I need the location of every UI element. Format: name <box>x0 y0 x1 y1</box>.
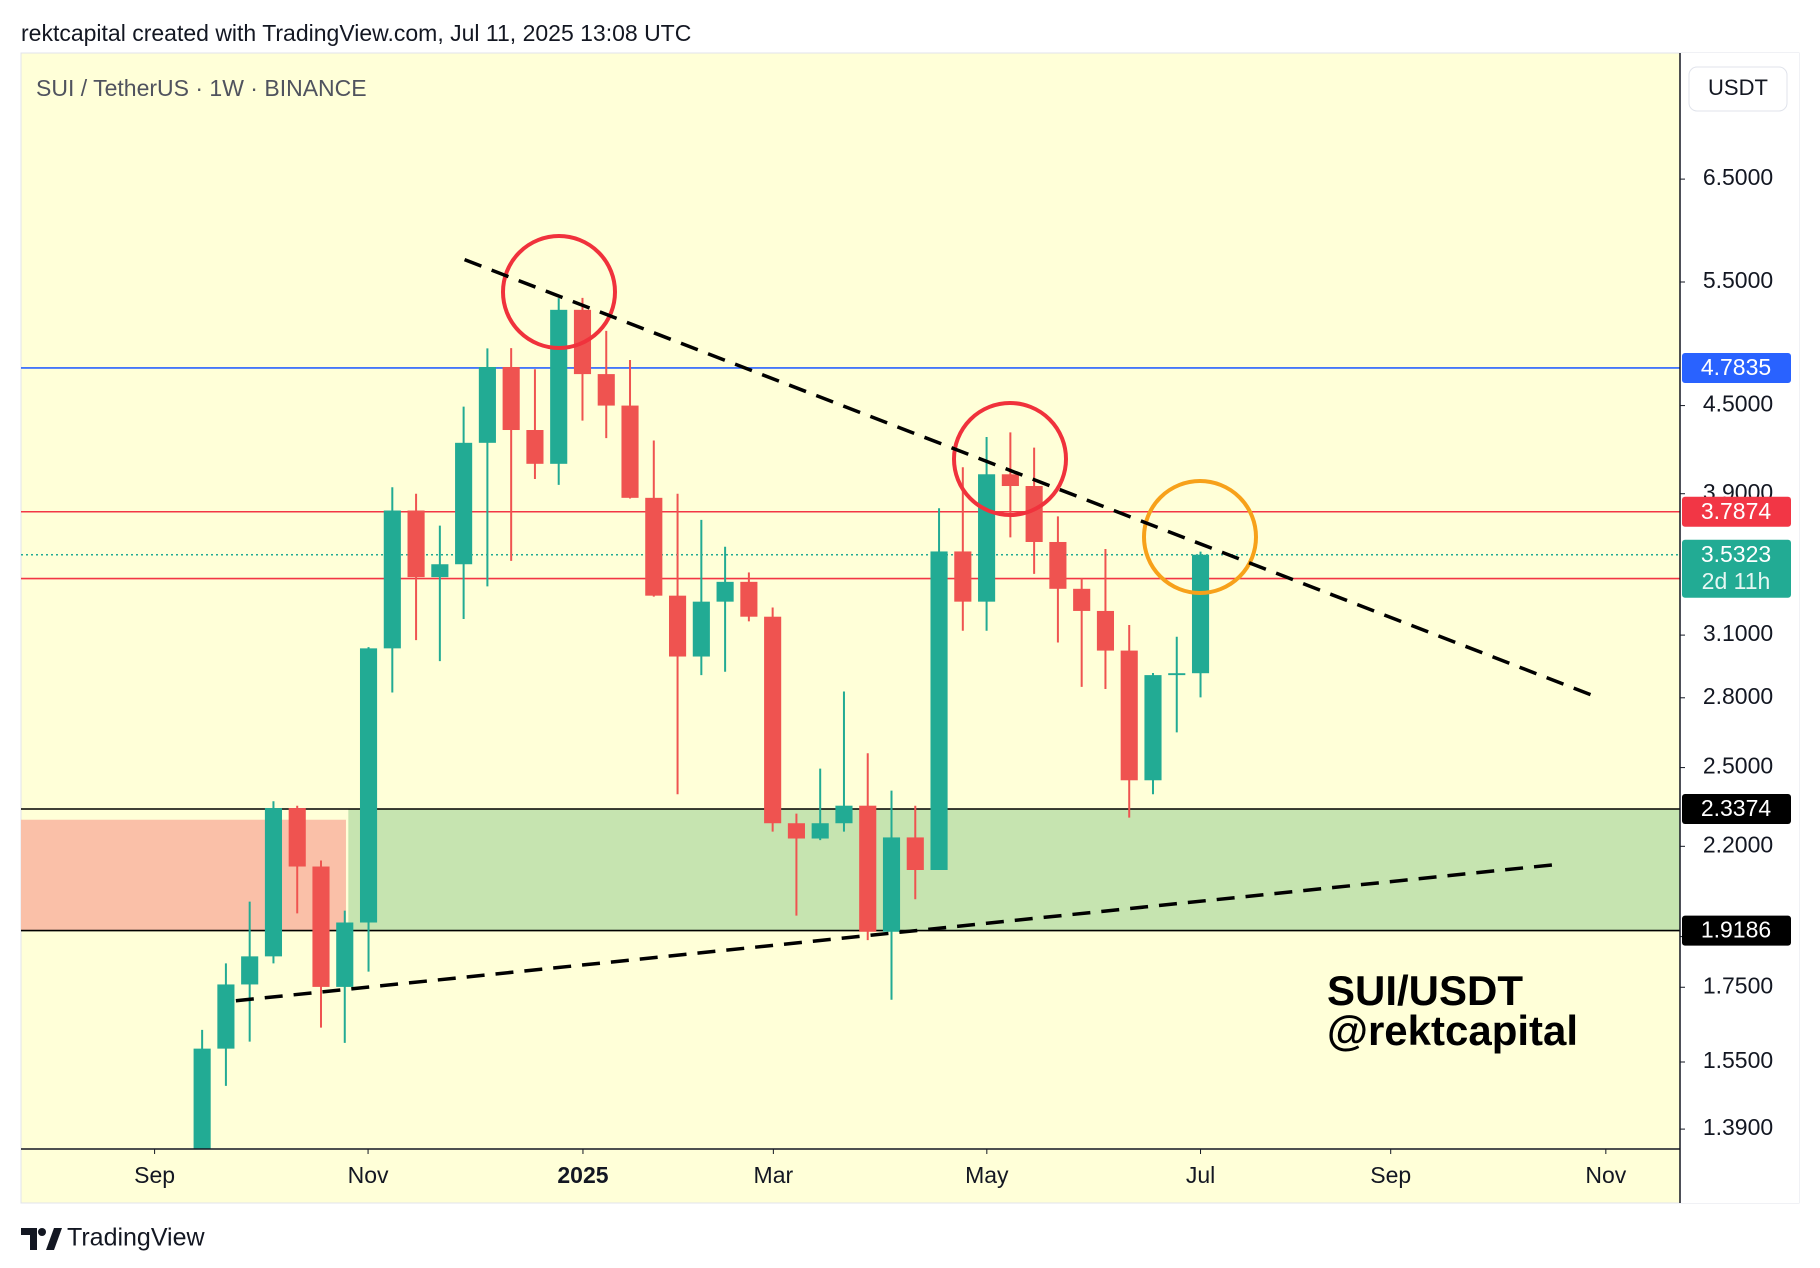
candle-body <box>359 648 378 923</box>
candle-body <box>478 366 496 443</box>
candle-body <box>716 581 734 602</box>
currency-label[interactable]: USDT <box>1708 75 1768 100</box>
candle-body <box>1001 474 1019 487</box>
footer-brand: TradingView <box>67 1224 206 1252</box>
candle-body <box>954 551 972 602</box>
level-label-bg <box>1682 496 1791 527</box>
currency-button[interactable] <box>1688 66 1788 112</box>
y-tick-label: 2.8000 <box>1703 683 1773 709</box>
candle-body <box>645 497 663 596</box>
level-label: 3.7874 <box>1701 498 1772 524</box>
x-tick-label: Jul <box>1186 1162 1215 1188</box>
y-tick-label: 1.3900 <box>1703 1114 1773 1140</box>
chart-title: SUI / TetherUS · 1W · BINANCE <box>36 75 367 101</box>
candle-body <box>978 474 996 602</box>
level-label: 4.7835 <box>1701 354 1771 380</box>
candle-body <box>407 510 425 578</box>
candle-body <box>217 984 235 1049</box>
candle-body <box>1096 610 1115 651</box>
highlight-circle <box>1142 479 1258 595</box>
candle-body <box>1120 650 1138 781</box>
y-tick-label: 1.5500 <box>1703 1047 1773 1073</box>
candle-body <box>835 805 853 824</box>
x-tick-label: Mar <box>754 1162 794 1188</box>
countdown-label: 2d 11h <box>1702 568 1771 594</box>
level-label-bg <box>1682 352 1791 383</box>
current-price-label: 3.5323 <box>1701 541 1771 567</box>
annotations <box>235 234 1595 1003</box>
y-tick-label: 3.1000 <box>1703 620 1773 646</box>
y-tick-label: 2.2000 <box>1703 831 1773 857</box>
y-tick-label: 5.5000 <box>1703 267 1773 293</box>
candle-body <box>1073 588 1091 611</box>
level-label-bg <box>1682 794 1791 825</box>
candle-body <box>288 808 306 867</box>
candle-body <box>431 564 449 578</box>
candle-body <box>597 374 615 406</box>
watermark: @rektcapital <box>1327 1007 1578 1054</box>
x-tick-label: 2025 <box>557 1162 608 1188</box>
candle-body <box>669 595 687 657</box>
candle-body <box>336 922 354 987</box>
candle-body <box>312 866 330 987</box>
candle-body <box>764 616 782 824</box>
x-tick-label: Nov <box>1585 1162 1626 1188</box>
credit: rektcapital created with TradingView.com… <box>21 20 691 46</box>
candle-body <box>526 430 544 464</box>
level-label: 2.3374 <box>1701 795 1772 821</box>
price-axis-bg <box>1680 53 1799 1203</box>
highlight-circle <box>501 234 617 350</box>
candle-body <box>455 442 473 565</box>
zone <box>348 809 1680 931</box>
candle-body <box>264 808 283 957</box>
candle-body <box>859 805 877 932</box>
y-tick-label: 2.5000 <box>1703 753 1773 779</box>
highlight-circle <box>952 401 1068 517</box>
x-tick-label: May <box>965 1162 1009 1188</box>
x-tick-label: Sep <box>134 1162 175 1188</box>
candle-body <box>740 581 758 617</box>
candle-body <box>1049 541 1067 589</box>
current-price-bg <box>1682 539 1791 598</box>
watermark: SUI/USDT <box>1327 967 1523 1014</box>
candle-body <box>811 823 829 839</box>
candle-body <box>1025 486 1043 542</box>
candle-body <box>193 1048 211 1149</box>
x-tick-label: Nov <box>348 1162 389 1188</box>
candle-body <box>1191 554 1210 674</box>
candle-body <box>502 366 520 431</box>
tradingview-logo <box>21 1228 62 1250</box>
candle-body <box>692 601 710 657</box>
candle-body <box>1144 675 1162 781</box>
candle-body <box>241 956 259 985</box>
y-tick-label: 4.5000 <box>1703 391 1773 417</box>
y-tick-label: 6.5000 <box>1703 164 1773 190</box>
candle-body <box>930 551 948 871</box>
candle-body <box>906 837 924 871</box>
trendline <box>235 862 1560 1003</box>
chart-frame <box>20 52 1800 1204</box>
candle-body <box>383 510 401 649</box>
plot <box>21 297 1680 1149</box>
level-label-bg <box>1682 915 1791 946</box>
candle-body <box>882 837 901 932</box>
candle-body <box>550 309 568 464</box>
candle-body <box>1168 673 1186 676</box>
candle-body <box>787 823 805 839</box>
level-label: 1.9186 <box>1701 917 1771 943</box>
y-tick-label: 1.7500 <box>1703 972 1773 998</box>
candle-body <box>621 405 639 498</box>
x-tick-label: Sep <box>1370 1162 1411 1188</box>
